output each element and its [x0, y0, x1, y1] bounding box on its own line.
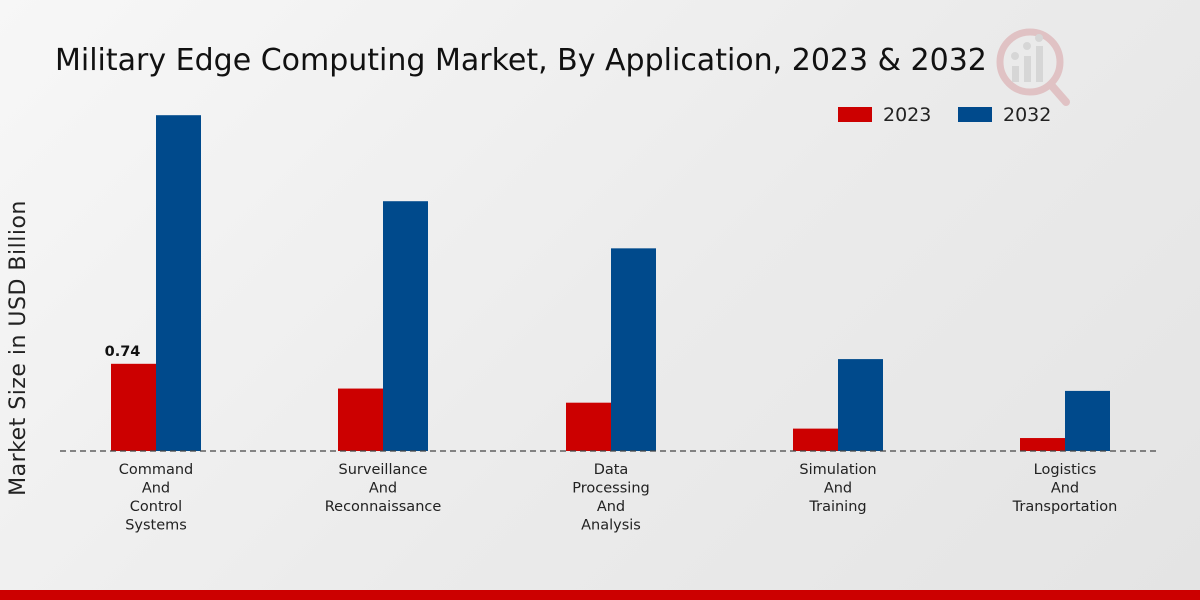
bar-2032-4	[1065, 390, 1110, 451]
data-label-0: 0.74	[105, 344, 141, 360]
bar-2023-1	[338, 388, 383, 451]
bar-2032-3	[838, 359, 883, 451]
data-labels: 0.74	[105, 344, 141, 360]
bottom-accent-bar	[0, 590, 1200, 600]
chart-title: Military Edge Computing Market, By Appli…	[55, 43, 987, 78]
x-tick-label-3: Simulation And Training	[799, 462, 876, 515]
bar-2023-3	[793, 428, 838, 451]
legend-label-2032: 2032	[1003, 104, 1051, 126]
legend-swatch-2023	[838, 107, 872, 122]
market-research-logo-icon	[996, 28, 1070, 106]
bar-2023-4	[1020, 438, 1065, 451]
legend-label-2023: 2023	[883, 104, 931, 126]
bar-2032-2	[611, 248, 656, 451]
x-tick-label-1: Surveillance And Reconnaissance	[325, 462, 442, 515]
bar-2032-1	[383, 201, 428, 451]
legend: 2023 2032	[838, 104, 1051, 126]
legend-swatch-2032	[958, 107, 992, 122]
x-tick-label-4: Logistics And Transportation	[1012, 462, 1118, 515]
bars-group	[111, 115, 1110, 452]
x-tick-label-2: Data Processing And Analysis	[572, 462, 649, 534]
bar-2023-0	[111, 363, 156, 451]
x-tick-labels: Command And Control Systems Surveillance And R…	[119, 462, 1118, 534]
y-axis-label: Market Size in USD Billion	[6, 200, 31, 496]
bar-2023-2	[566, 402, 611, 451]
bar-2032-0	[156, 115, 201, 452]
x-tick-label-0: Command And Control Systems	[119, 462, 194, 534]
